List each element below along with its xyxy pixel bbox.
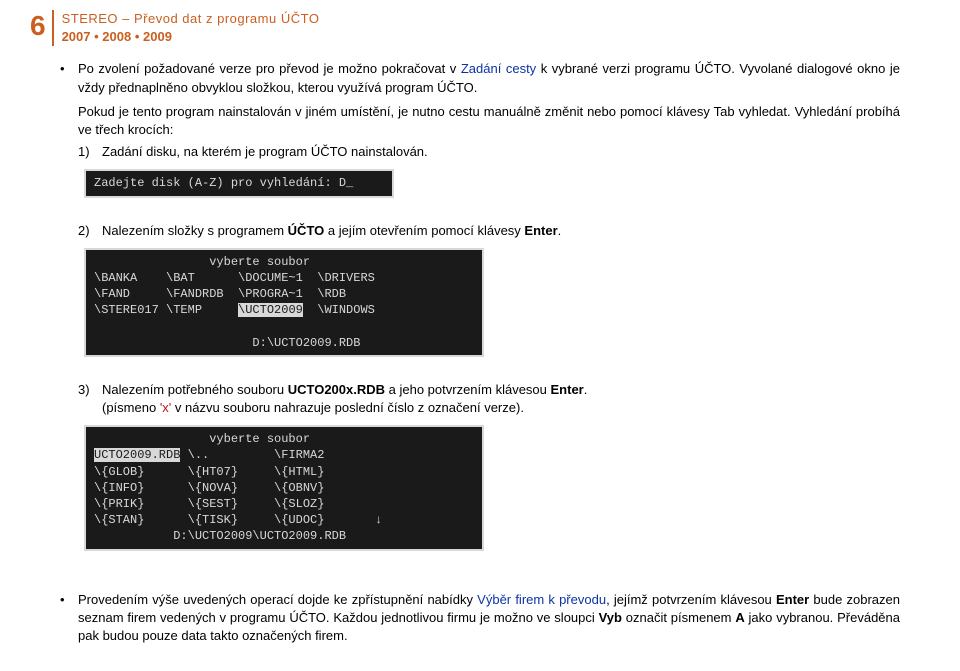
link-vyber-firem: Výběr firem k převodu (477, 592, 606, 607)
text-bold: UCTO200x.RDB (288, 382, 385, 397)
text: (písmeno (102, 400, 160, 415)
item-text: Zadání disku, na kterém je program ÚČTO … (102, 143, 900, 161)
numbered-item: 1) Zadání disku, na kterém je program ÚČ… (78, 143, 900, 161)
page-header: 6 STEREO – Převod dat z programu ÚČTO 20… (30, 10, 900, 46)
text-bold: Enter (776, 592, 809, 607)
page-content: • Po zvolení požadované verze pro převod… (60, 60, 900, 645)
text-red: 'x' (160, 400, 171, 415)
text-bold: Enter (551, 382, 584, 397)
bullet-item: • Po zvolení požadované verze pro převod… (60, 60, 900, 96)
text-bold: ÚČTO (288, 223, 325, 238)
text: , jejímž potvrzením klávesou (606, 592, 776, 607)
text: Nalezením potřebného souboru (102, 382, 288, 397)
text: a jeho potvrzením klávesou (385, 382, 550, 397)
item-number: 2) (78, 222, 102, 240)
year-2: 2008 (102, 29, 131, 44)
doc-title-block: STEREO – Převod dat z programu ÚČTO 2007… (52, 10, 320, 46)
bullet-item: • Provedením výše uvedených operací dojd… (60, 591, 900, 646)
terminal-box: vyberte soubor \BANKA \BAT \DOCUME~1 \DR… (84, 248, 484, 357)
bullet-icon: • (60, 591, 78, 646)
text: a jejím otevřením pomocí klávesy (324, 223, 524, 238)
item-number: 3) (78, 381, 102, 417)
bullet-text: Po zvolení požadované verze pro převod j… (78, 60, 900, 96)
text: Provedením výše uvedených operací dojde … (78, 592, 477, 607)
terminal-line: Zadejte disk (A-Z) pro vyhledání: D_ (94, 176, 353, 190)
text: v názvu souboru nahrazuje poslední číslo… (171, 400, 524, 415)
text: označit písmenem (622, 610, 735, 625)
text-bold: A (735, 610, 744, 625)
numbered-item: 2) Nalezením složky s programem ÚČTO a j… (78, 222, 900, 240)
item-text: Nalezením potřebného souboru UCTO200x.RD… (102, 381, 900, 417)
paragraph: Pokud je tento program nainstalován v ji… (78, 103, 900, 139)
bullet-text: Provedením výše uvedených operací dojde … (78, 591, 900, 646)
text-bold: Vyb (599, 610, 622, 625)
text: Po zvolení požadované verze pro převod j… (78, 61, 461, 76)
text: . (558, 223, 562, 238)
year-3: 2009 (143, 29, 172, 44)
doc-years: 2007 • 2008 • 2009 (62, 28, 320, 46)
link-zadani-cesty: Zadání cesty (461, 61, 536, 76)
bullet-icon: • (60, 60, 78, 96)
text-bold: Enter (524, 223, 557, 238)
text: Nalezením složky s programem (102, 223, 288, 238)
terminal-box: vyberte soubor UCTO2009.RDB \.. \FIRMA2 … (84, 425, 484, 550)
year-1: 2007 (62, 29, 91, 44)
item-text: Nalezením složky s programem ÚČTO a její… (102, 222, 900, 240)
item-number: 1) (78, 143, 102, 161)
text: . (584, 382, 588, 397)
page-number: 6 (30, 10, 46, 40)
numbered-item: 3) Nalezením potřebného souboru UCTO200x… (78, 381, 900, 417)
doc-title: STEREO – Převod dat z programu ÚČTO (62, 10, 320, 28)
terminal-box: Zadejte disk (A-Z) pro vyhledání: D_ (84, 169, 394, 197)
